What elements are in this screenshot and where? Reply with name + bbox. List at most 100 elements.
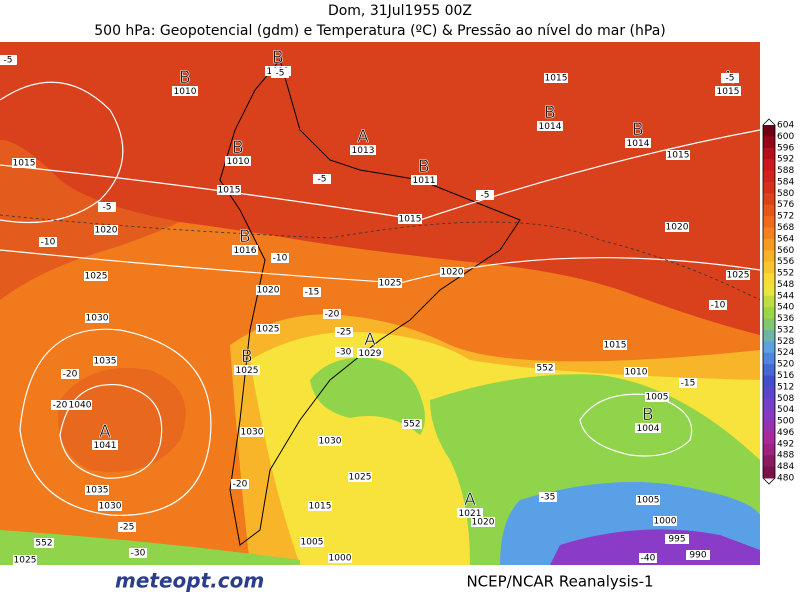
center-letter: B [642,405,654,425]
temperature-label-box [39,237,57,247]
temperature-label-box [51,400,69,410]
temperature-label: -20 [233,480,248,490]
isobar-label-box [665,222,689,232]
center-box [625,138,651,148]
colorbar-swatch [763,421,775,433]
isobar-label: 1035 [94,357,117,367]
colorbar-label: 488 [777,451,794,461]
colorbar-label: 548 [777,280,794,290]
colorbar-swatch [763,216,775,228]
isobar-label: 995 [668,535,685,545]
colorbar-label: 492 [777,439,794,449]
isobar-label-box [256,285,280,295]
isobar-label: 1015 [309,502,332,512]
center-box [232,245,258,255]
source: NCEP/NCAR Reanalysis-1 [466,573,653,591]
temperature-label-box [679,378,697,388]
isobar-label: 1020 [95,226,118,236]
height-label: 552 [35,539,52,549]
temperature-label: -25 [337,328,352,338]
temperature-label-box [335,347,353,357]
isobar-label-box [256,324,280,334]
map-labels: B1010B1011B1010A1013B1011B1014B1014A1015… [0,48,750,566]
isobar-label-box [636,495,660,505]
colorbar-swatch [763,352,775,365]
title: 500 hPa: Geopotencial (gdm) e Temperatur… [94,23,665,39]
temperature-label: -15 [305,288,320,298]
colorbar-label: 576 [777,200,794,210]
height-label-box [402,419,422,429]
temperature-label-box [118,522,136,532]
isobar-label-box [398,214,422,224]
center-box [350,145,376,155]
isobar-label-box [308,501,332,511]
isobar-label: 990 [689,551,706,561]
isobar-label-box [603,340,627,350]
temperature-label: -5 [276,69,285,79]
isobar-label: 1030 [99,502,122,512]
center-box [234,365,260,375]
temperature-label-box [231,479,249,489]
colorbar-swatch [763,170,775,183]
height-label-box [535,363,555,373]
center-value: 1010 [227,157,250,167]
isobar-label: 1020 [257,286,280,296]
temperature-label: -30 [131,549,146,559]
colorbar-label: 544 [777,291,794,301]
colorbar-swatch [763,329,775,342]
colorbar-label: 604 [777,121,794,131]
center-box [635,423,661,433]
center-box [715,86,741,96]
colorbar-label: 500 [777,417,794,427]
isobar-label-box [94,225,118,235]
center-value: 1041 [94,441,117,451]
isobar-label: 1015 [399,215,422,225]
center-value: 1004 [637,424,660,434]
colorbar-swatch [763,204,775,217]
colorbar-label: 496 [777,428,794,438]
colorbar-swatch [763,125,775,137]
center-box [172,86,198,96]
isobar-label-box [84,271,108,281]
map-field [0,42,760,565]
temperature-label-box [709,300,727,310]
colorbar-swatch [763,250,775,263]
isobar-label: 1025 [14,556,37,566]
temperature-label-box [271,68,289,78]
isobar-label: 1005 [637,496,660,506]
isobar-label-box [645,392,669,402]
colorbar-label: 560 [777,246,794,256]
colorbar-swatch [763,375,775,388]
colorbar-label: 528 [777,337,794,347]
logo: meteopt.com [115,569,264,593]
temperature-label-box [129,548,147,558]
colorbar-label: 508 [777,394,794,404]
temperature-label-box [639,553,657,563]
colorbar-swatch [763,238,775,251]
center-letter: B [544,103,556,123]
center-value: 1029 [359,349,382,359]
temperature-label: -20 [53,401,68,411]
temperature-label-box [313,174,331,184]
temperature-label-box [539,492,557,502]
colorbar-swatch [763,136,775,149]
colorbar-swatch [763,273,775,285]
center-letter: A [99,422,111,442]
temperature-label: -35 [541,493,556,503]
colorbar-label: 552 [777,269,794,279]
isobar-label-box [98,501,122,511]
colorbar-label: 516 [777,371,794,381]
isobar-label-box [544,73,568,83]
temperature-label: -20 [63,370,78,380]
center-value: 1016 [234,246,257,256]
colorbar-swatch [763,466,775,479]
center-value: 1025 [236,366,259,376]
temperature-label: -25 [120,523,135,533]
isobar-label: 1015 [13,159,36,169]
temperature-label: -10 [711,301,726,311]
isobar-label-box [328,553,352,563]
center-letter: A [364,330,376,350]
colorbar-label: 572 [777,212,794,222]
colorbar-label: 536 [777,314,794,324]
